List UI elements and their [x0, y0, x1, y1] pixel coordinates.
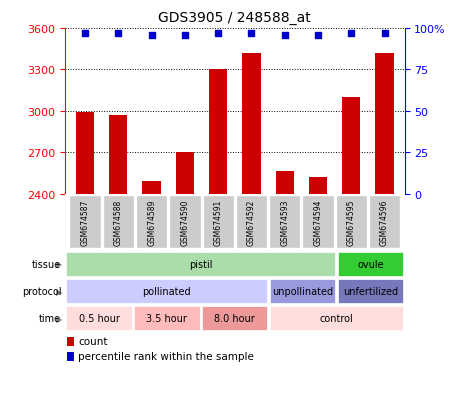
Text: protocol: protocol: [22, 286, 61, 297]
Point: [281, 32, 288, 39]
Bar: [176, 153, 194, 194]
Point: [81, 31, 89, 37]
Text: GSM674596: GSM674596: [380, 199, 389, 245]
Bar: [342, 98, 360, 194]
FancyBboxPatch shape: [203, 195, 234, 249]
Point: [314, 32, 322, 39]
FancyBboxPatch shape: [66, 252, 335, 276]
Text: time: time: [39, 313, 61, 324]
FancyBboxPatch shape: [103, 195, 134, 249]
Title: GDS3905 / 248588_at: GDS3905 / 248588_at: [159, 11, 311, 25]
Text: ▶: ▶: [56, 314, 63, 323]
Point: [148, 32, 155, 39]
FancyBboxPatch shape: [236, 195, 267, 249]
Bar: [375, 54, 394, 194]
FancyBboxPatch shape: [69, 195, 101, 249]
Text: count: count: [78, 337, 107, 347]
FancyBboxPatch shape: [136, 195, 167, 249]
Text: GSM674590: GSM674590: [180, 199, 189, 245]
Text: percentile rank within the sample: percentile rank within the sample: [78, 351, 254, 361]
Point: [181, 32, 189, 39]
Text: GSM674594: GSM674594: [313, 199, 323, 245]
FancyBboxPatch shape: [66, 307, 132, 330]
FancyBboxPatch shape: [338, 280, 403, 303]
Bar: [276, 172, 294, 194]
Bar: [67, 352, 74, 361]
FancyBboxPatch shape: [338, 252, 403, 276]
Text: unpollinated: unpollinated: [272, 286, 333, 297]
Text: GSM674589: GSM674589: [147, 199, 156, 245]
Bar: [209, 70, 227, 194]
Bar: [109, 116, 127, 194]
FancyBboxPatch shape: [369, 195, 400, 249]
Point: [248, 31, 255, 37]
Point: [115, 31, 122, 37]
FancyBboxPatch shape: [270, 280, 335, 303]
Text: ovule: ovule: [357, 259, 384, 269]
Point: [381, 31, 388, 37]
Bar: [142, 182, 161, 194]
FancyBboxPatch shape: [134, 307, 199, 330]
Text: GSM674592: GSM674592: [247, 199, 256, 245]
Text: 8.0 hour: 8.0 hour: [214, 313, 255, 324]
Text: GSM674595: GSM674595: [347, 199, 356, 245]
Text: GSM674587: GSM674587: [80, 199, 90, 245]
Text: ▶: ▶: [56, 260, 63, 268]
FancyBboxPatch shape: [66, 280, 267, 303]
Bar: [242, 54, 260, 194]
FancyBboxPatch shape: [269, 195, 300, 249]
FancyBboxPatch shape: [302, 195, 334, 249]
Text: pistil: pistil: [189, 259, 213, 269]
Bar: [309, 178, 327, 194]
Text: tissue: tissue: [32, 259, 61, 269]
Bar: [67, 337, 74, 346]
Point: [347, 31, 355, 37]
Text: 3.5 hour: 3.5 hour: [146, 313, 187, 324]
Text: control: control: [320, 313, 353, 324]
Text: unfertilized: unfertilized: [343, 286, 398, 297]
Text: 0.5 hour: 0.5 hour: [79, 313, 120, 324]
Text: GSM674591: GSM674591: [214, 199, 223, 245]
FancyBboxPatch shape: [336, 195, 367, 249]
Text: GSM674593: GSM674593: [280, 199, 289, 245]
FancyBboxPatch shape: [202, 307, 267, 330]
FancyBboxPatch shape: [270, 307, 403, 330]
Point: [214, 31, 222, 37]
Text: GSM674588: GSM674588: [114, 199, 123, 245]
Text: ▶: ▶: [56, 287, 63, 296]
FancyBboxPatch shape: [169, 195, 200, 249]
Bar: [76, 113, 94, 194]
Text: pollinated: pollinated: [143, 286, 191, 297]
